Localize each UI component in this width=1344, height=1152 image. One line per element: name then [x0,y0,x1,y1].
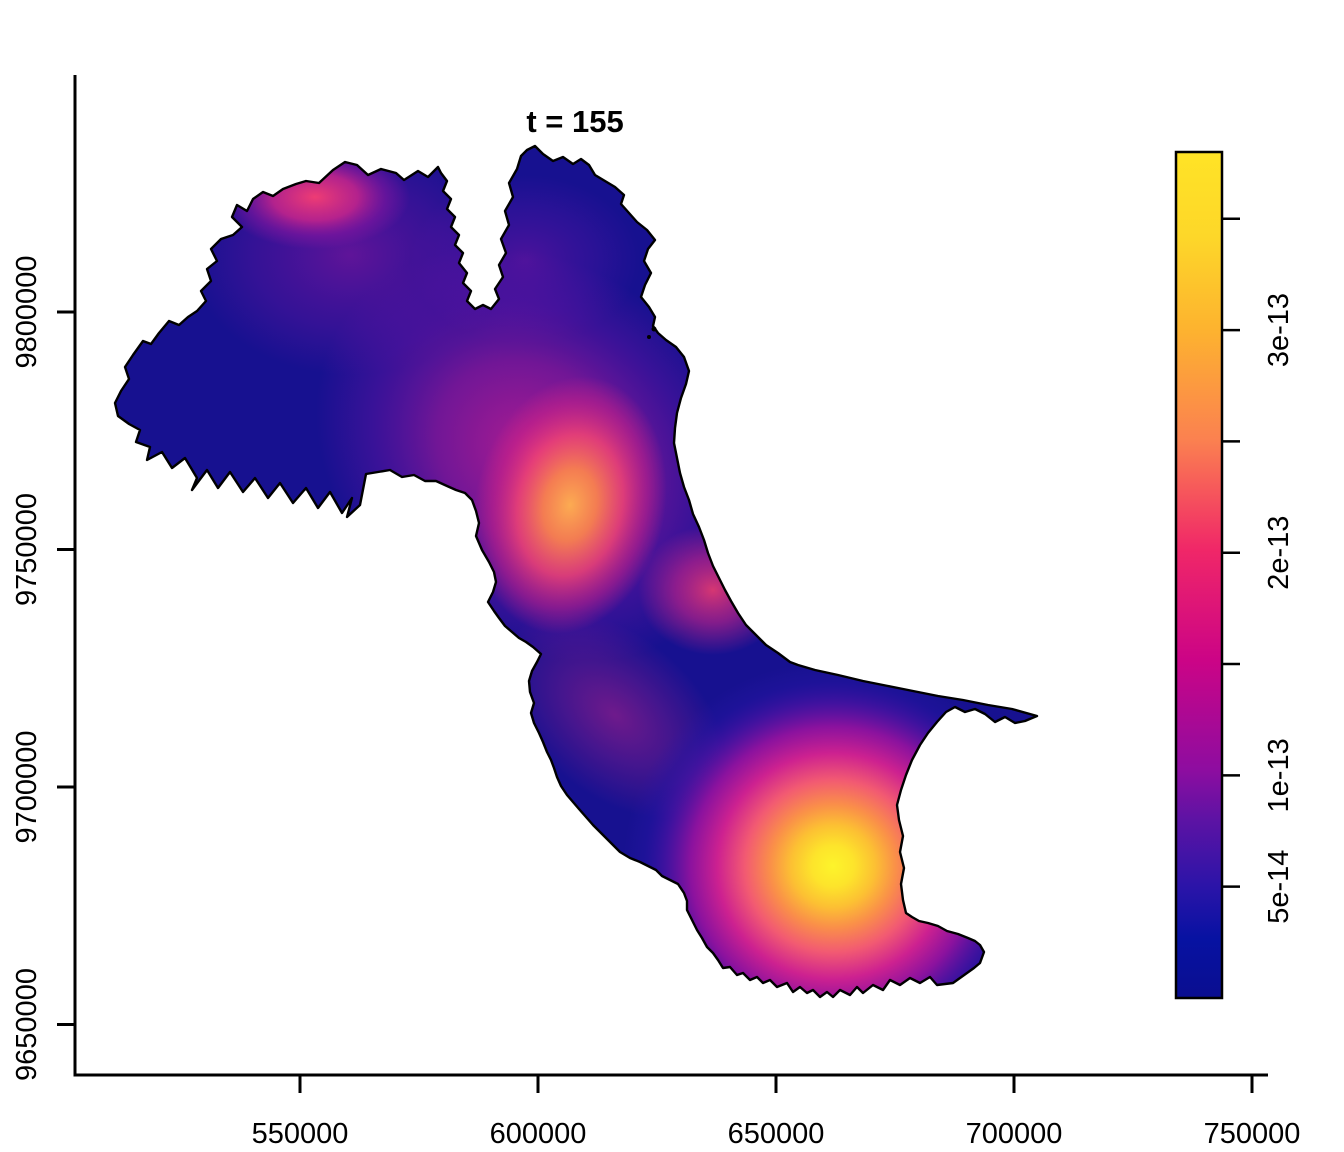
x-tick-label: 700000 [966,1118,1063,1150]
colorbar-gradient-bar [1174,150,1224,1000]
colorbar-tick-label: 3e-13 [1263,293,1295,367]
colorbar-tick-label: 1e-13 [1263,738,1295,812]
y-tick-label: 9750000 [11,493,43,606]
y-axis-ticks: 9650000 9700000 9750000 9800000 [11,256,75,1081]
y-tick-label: 9650000 [11,968,43,1081]
x-tick-label: 650000 [728,1118,825,1150]
map-region [115,146,1037,997]
x-axis-ticks: 550000 600000 650000 700000 750000 [252,1075,1301,1150]
southeast-maximum-layer [115,146,1037,997]
colorbar: 5e-14 1e-13 2e-13 3e-13 [1174,150,1295,1000]
islet-dot [651,326,657,332]
colorbar-tick-label: 2e-13 [1263,516,1295,590]
islet-dot [647,335,651,339]
x-tick-label: 550000 [252,1118,349,1150]
y-tick-label: 9700000 [11,731,43,844]
x-tick-label: 600000 [490,1118,587,1150]
x-tick-label: 750000 [1204,1118,1301,1150]
colorbar-tick-label: 5e-14 [1263,850,1295,924]
plot-title: t = 155 [526,104,623,139]
colorbar-ticks: 5e-14 1e-13 2e-13 3e-13 [1222,217,1295,924]
y-tick-label: 9800000 [11,256,43,369]
